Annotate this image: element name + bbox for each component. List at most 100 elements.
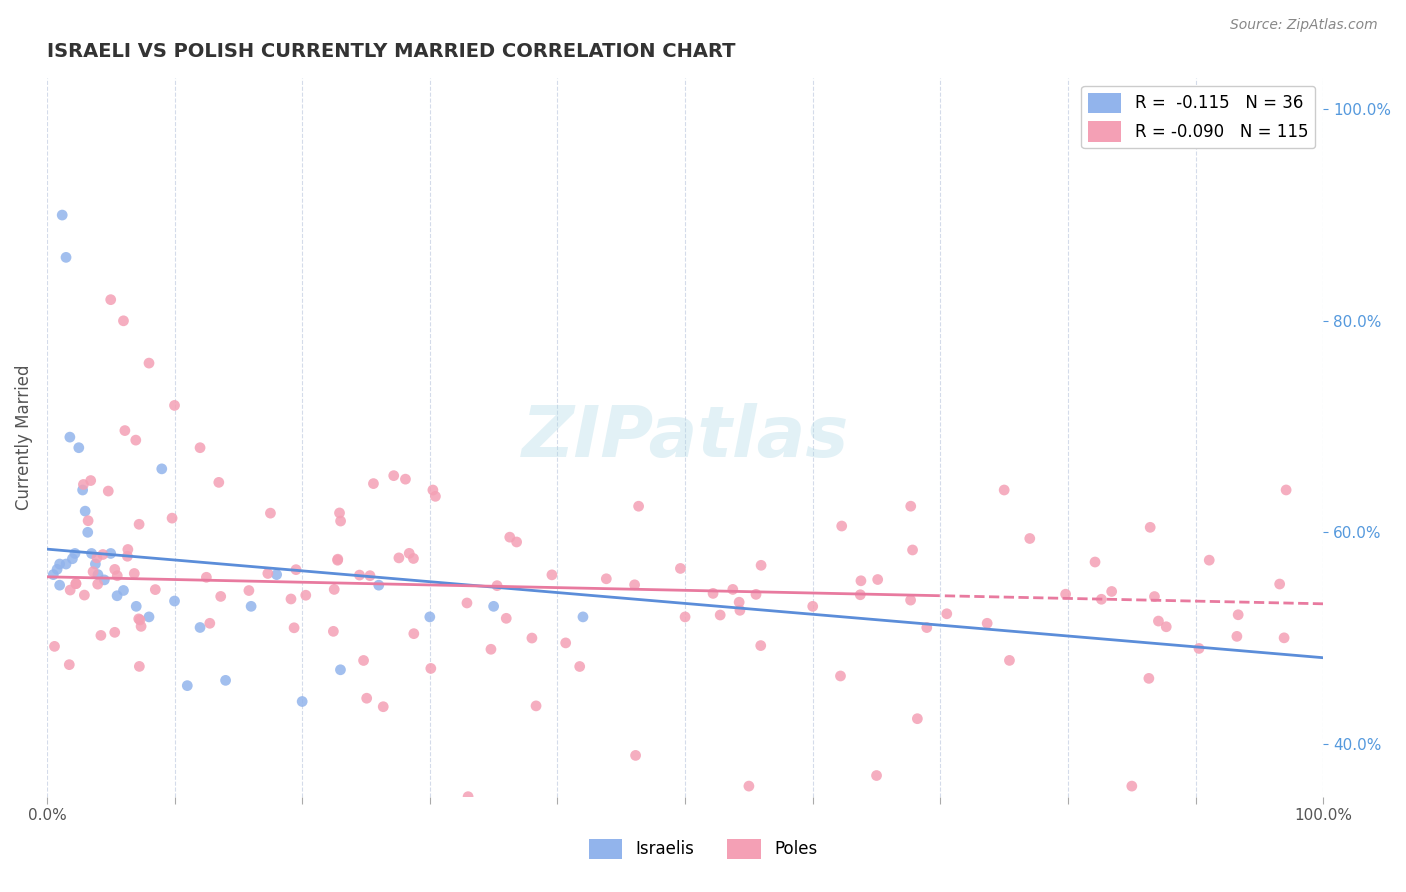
- Point: [1275, 483, 1298, 497]
- Point: [238, 583, 260, 598]
- Point: [291, 694, 314, 708]
- Point: [329, 663, 352, 677]
- Point: [935, 607, 957, 621]
- Point: [128, 517, 150, 532]
- Point: [72, 477, 94, 491]
- Y-axis label: Currently Married: Currently Married: [15, 365, 32, 510]
- Point: [73, 588, 96, 602]
- Point: [1154, 620, 1177, 634]
- Point: [44, 640, 66, 654]
- Point: [129, 613, 152, 627]
- Point: [422, 483, 444, 497]
- Point: [100, 546, 122, 560]
- Point: [294, 588, 316, 602]
- Point: [745, 587, 768, 601]
- Point: [329, 514, 352, 528]
- Point: [349, 568, 371, 582]
- Text: ZIPatlas: ZIPatlas: [522, 402, 849, 472]
- Point: [495, 611, 517, 625]
- Point: [363, 476, 385, 491]
- Point: [1139, 520, 1161, 534]
- Point: [388, 550, 411, 565]
- Point: [505, 535, 527, 549]
- Point: [138, 610, 160, 624]
- Point: [457, 789, 479, 804]
- Point: [702, 586, 724, 600]
- Point: [673, 610, 696, 624]
- Point: [125, 433, 148, 447]
- Point: [59, 582, 82, 597]
- Point: [112, 314, 135, 328]
- Point: [1226, 629, 1249, 643]
- Point: [143, 582, 166, 597]
- Point: [900, 499, 922, 513]
- Point: [160, 511, 183, 525]
- Point: [624, 748, 647, 763]
- Point: [259, 506, 281, 520]
- Point: [373, 699, 395, 714]
- Point: [993, 483, 1015, 497]
- Point: [195, 570, 218, 584]
- Point: [394, 472, 416, 486]
- Point: [208, 475, 231, 490]
- Point: [55, 251, 77, 265]
- Point: [749, 558, 772, 573]
- Point: [55, 557, 77, 571]
- Point: [1090, 592, 1112, 607]
- Point: [198, 616, 221, 631]
- Point: [359, 568, 381, 582]
- Point: [627, 500, 650, 514]
- Point: [117, 549, 139, 564]
- Point: [100, 293, 122, 307]
- Point: [486, 579, 509, 593]
- Point: [256, 566, 278, 581]
- Point: [63, 546, 86, 560]
- Point: [738, 779, 761, 793]
- Point: [728, 595, 751, 609]
- Point: [1188, 641, 1211, 656]
- Point: [541, 567, 564, 582]
- Point: [499, 530, 522, 544]
- Point: [82, 565, 104, 579]
- Point: [76, 525, 98, 540]
- Point: [75, 504, 97, 518]
- Point: [128, 659, 150, 673]
- Point: [1084, 555, 1107, 569]
- Point: [482, 599, 505, 614]
- Point: [326, 552, 349, 566]
- Point: [1147, 614, 1170, 628]
- Point: [1143, 590, 1166, 604]
- Point: [51, 208, 73, 222]
- Point: [129, 619, 152, 633]
- Point: [623, 578, 645, 592]
- Point: [866, 573, 889, 587]
- Point: [105, 589, 128, 603]
- Point: [976, 616, 998, 631]
- Point: [42, 567, 65, 582]
- Point: [188, 620, 211, 634]
- Point: [721, 582, 744, 597]
- Point: [209, 590, 232, 604]
- Point: [62, 551, 84, 566]
- Point: [901, 543, 924, 558]
- Point: [1198, 553, 1220, 567]
- Point: [520, 631, 543, 645]
- Point: [112, 583, 135, 598]
- Point: [46, 562, 69, 576]
- Point: [150, 462, 173, 476]
- Point: [97, 484, 120, 499]
- Point: [93, 573, 115, 587]
- Legend: R =  -0.115   N = 36, R = -0.090   N = 115: R = -0.115 N = 36, R = -0.090 N = 115: [1081, 86, 1315, 148]
- Point: [114, 424, 136, 438]
- Point: [524, 698, 547, 713]
- Point: [91, 548, 114, 562]
- Point: [58, 657, 80, 672]
- Point: [48, 557, 70, 571]
- Point: [849, 574, 872, 588]
- Point: [322, 624, 344, 639]
- Point: [356, 691, 378, 706]
- Point: [104, 625, 127, 640]
- Point: [572, 842, 595, 856]
- Point: [90, 628, 112, 642]
- Point: [240, 599, 263, 614]
